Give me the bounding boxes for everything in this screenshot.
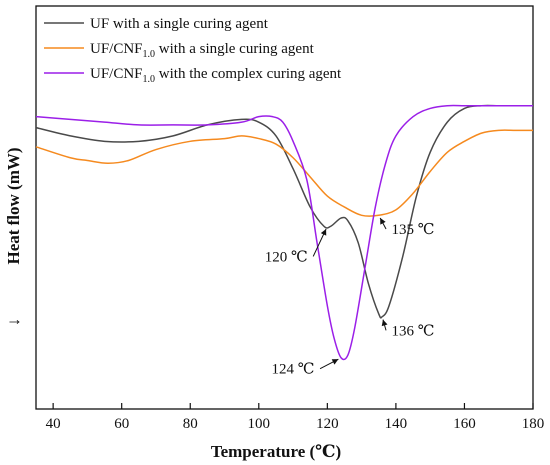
annotation-arrow-head bbox=[380, 217, 386, 225]
legend-label-main: UF with a single curing agent bbox=[90, 16, 269, 32]
peak-label: 120 ℃ bbox=[265, 249, 308, 265]
series-lines bbox=[35, 104, 533, 361]
legend-label-rest: with the complex curing agent bbox=[155, 66, 342, 82]
x-tick-label: 140 bbox=[385, 416, 408, 432]
series-line-1 bbox=[35, 104, 533, 319]
peak-label: 136 ℃ bbox=[392, 323, 435, 339]
peak-label: 124 ℃ bbox=[272, 362, 315, 378]
legend-label-main: UF/CNF bbox=[90, 41, 143, 57]
peak-annotations: 120 ℃ 135 ℃ 136 ℃ 124 ℃ bbox=[265, 217, 435, 378]
x-tick-label: 160 bbox=[453, 416, 476, 432]
annotation-arrow-head bbox=[381, 319, 388, 327]
legend-label-2: UF/CNF1.0 with a single curing agent bbox=[90, 41, 315, 60]
x-tick-label: 100 bbox=[248, 416, 271, 432]
x-axis-title: Temperature (℃) bbox=[211, 442, 341, 461]
x-tick-label: 120 bbox=[316, 416, 339, 432]
peak-label: 135 ℃ bbox=[392, 222, 435, 238]
legend-label-rest: with a single curing agent bbox=[155, 41, 315, 57]
y-axis-down-arrow: ↓ bbox=[4, 318, 23, 327]
legend-label-subscript: 1.0 bbox=[143, 49, 156, 60]
series-line-2 bbox=[35, 129, 533, 217]
legend-label-1: UF with a single curing agent bbox=[90, 16, 269, 32]
annotation-arrow-head bbox=[320, 228, 327, 236]
plot-frame bbox=[35, 5, 534, 410]
y-axis-title: Heat flow (mW) bbox=[4, 147, 23, 264]
x-tick-label: 80 bbox=[183, 416, 198, 432]
series-line-3 bbox=[35, 104, 533, 361]
annotation-arrow-head bbox=[331, 359, 339, 365]
x-tick-label: 60 bbox=[114, 416, 129, 432]
plot-area-border bbox=[35, 5, 534, 410]
x-tick-label: 40 bbox=[46, 416, 61, 432]
x-axis-ticks: 40 60 80 100 120 140 160 180 bbox=[46, 403, 545, 432]
legend-label-subscript: 1.0 bbox=[143, 74, 156, 85]
legend-label-3: UF/CNF1.0 with the complex curing agent bbox=[90, 66, 342, 85]
x-tick-label: 180 bbox=[522, 416, 545, 432]
legend-label-main: UF/CNF bbox=[90, 66, 143, 82]
